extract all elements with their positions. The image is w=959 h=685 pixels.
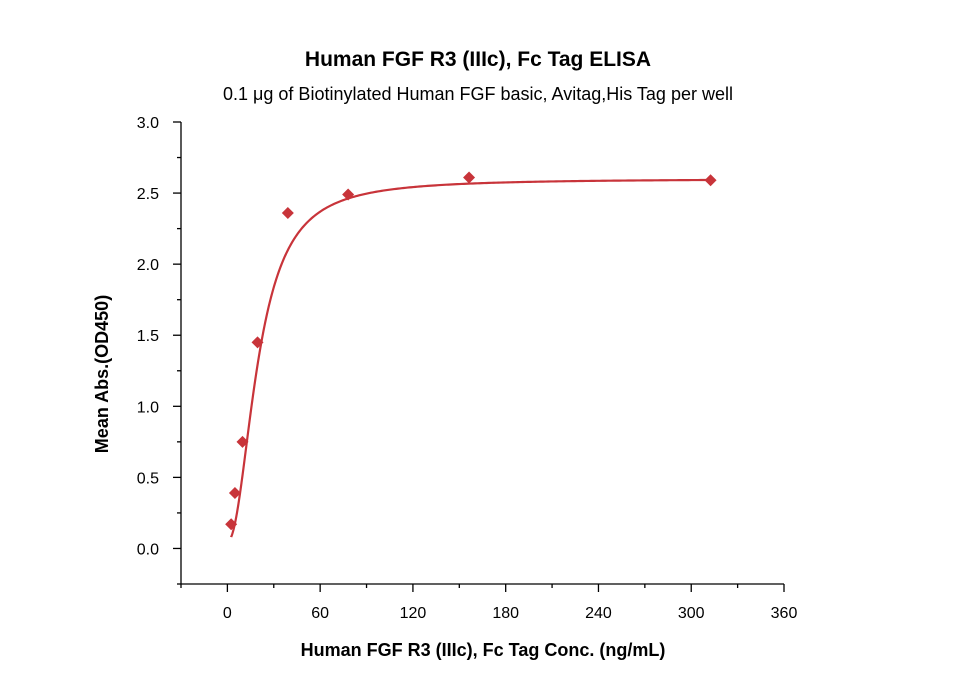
y-tick-label: 1.5 bbox=[137, 328, 159, 345]
y-tick-label: 0.5 bbox=[137, 470, 159, 487]
x-tick-label: 120 bbox=[400, 605, 427, 622]
fit-curve bbox=[230, 178, 711, 538]
y-tick-label: 0.0 bbox=[137, 541, 159, 558]
y-tick-label: 2.5 bbox=[137, 186, 159, 203]
data-point bbox=[251, 336, 264, 349]
data-point bbox=[342, 188, 355, 201]
axes bbox=[180, 122, 784, 585]
data-point bbox=[281, 206, 294, 219]
x-tick-label: 180 bbox=[492, 605, 519, 622]
y-tick-label: 2.0 bbox=[137, 257, 159, 274]
chart-subtitle: 0.1 μg of Biotinylated Human FGF basic, … bbox=[223, 84, 733, 104]
ticks: 0.0 0.5 1.0 1.5 2.0 2.5 3.0 0 60 120 180 240 300 360 bbox=[137, 115, 798, 622]
x-tick-label: 60 bbox=[311, 605, 329, 622]
x-tick-label: 360 bbox=[771, 605, 798, 622]
x-tick-label: 300 bbox=[678, 605, 705, 622]
data-point bbox=[225, 518, 238, 531]
y-tick-label: 3.0 bbox=[137, 115, 159, 132]
data-point bbox=[463, 171, 476, 184]
chart-title: Human FGF R3 (IIIc), Fc Tag ELISA bbox=[305, 48, 651, 71]
data-point bbox=[236, 435, 249, 448]
x-tick-label: 0 bbox=[223, 605, 232, 622]
data-points-layer bbox=[225, 171, 717, 531]
x-tick-label: 240 bbox=[585, 605, 612, 622]
data-point bbox=[704, 174, 717, 187]
y-axis-label: Mean Abs.(OD450) bbox=[92, 295, 112, 453]
y-tick-label: 1.0 bbox=[137, 399, 159, 416]
fit-curve-layer bbox=[230, 178, 711, 538]
data-point bbox=[228, 487, 241, 500]
x-axis-label: Human FGF R3 (IIIc), Fc Tag Conc. (ng/mL… bbox=[301, 640, 666, 660]
